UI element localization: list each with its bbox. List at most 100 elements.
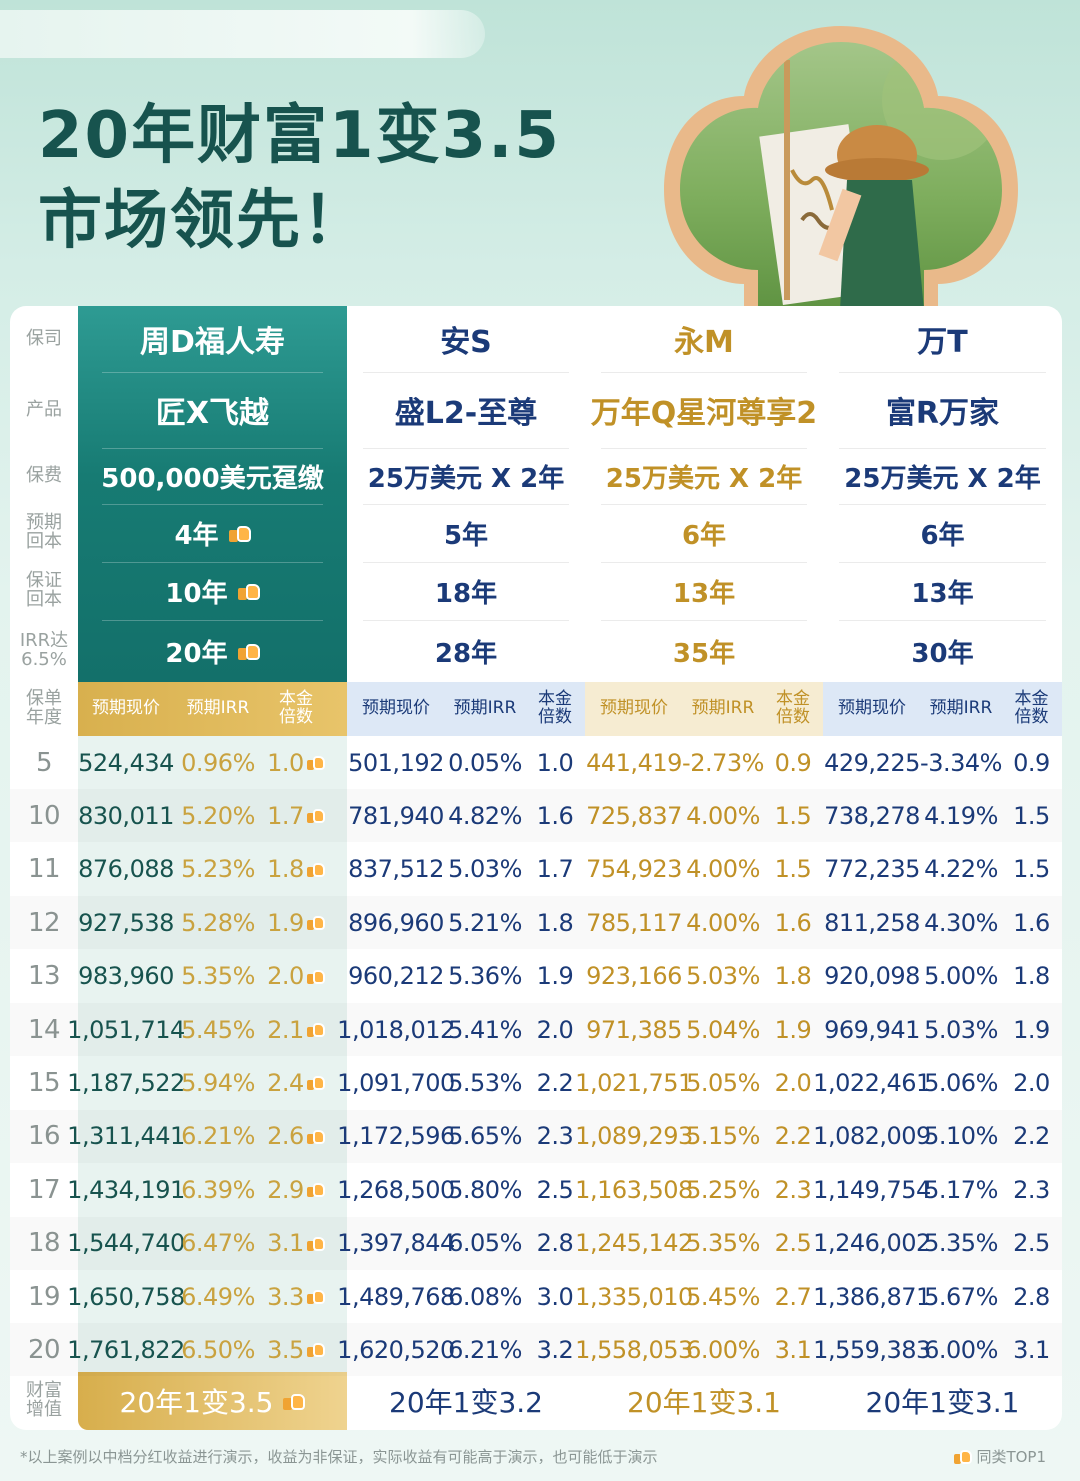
thumbs-up-icon bbox=[306, 1182, 325, 1198]
table-cell-value: 1,397,844 bbox=[337, 1217, 455, 1270]
table-cell-multiple: 0.9 bbox=[763, 736, 823, 789]
cell-text: 5.23% bbox=[181, 855, 255, 884]
cell-text: 3.1 bbox=[1013, 1335, 1050, 1364]
cell-text: 5.21% bbox=[448, 908, 522, 937]
cell-text: 1,544,740 bbox=[67, 1229, 185, 1258]
cell-text: 1.8 bbox=[774, 962, 812, 991]
row-label-irr_65: IRR达 6.5% bbox=[19, 630, 69, 670]
top1-badge-label: 同类TOP1 bbox=[976, 1448, 1046, 1466]
table-cell-value: 738,278 bbox=[823, 789, 921, 842]
cell-text: 1,335,010 bbox=[575, 1282, 693, 1311]
table-cell-multiple: 1.9 bbox=[763, 1003, 823, 1056]
cell-text: 5.35% bbox=[686, 1229, 760, 1258]
product-product: 盛L2-至尊 bbox=[347, 372, 585, 448]
cell-text: 927,538 bbox=[78, 908, 174, 937]
cell-text: 1,051,714 bbox=[67, 1015, 185, 1044]
divider bbox=[363, 620, 569, 621]
table-cell-value: 837,512 bbox=[347, 843, 445, 896]
table-cell-irr: -2.73% bbox=[682, 736, 764, 789]
table-cell-multiple: 1.8 bbox=[763, 950, 823, 1003]
table-cell-multiple: 1.6 bbox=[1001, 896, 1062, 949]
divider bbox=[839, 372, 1046, 373]
table-cell-multiple: 2.2 bbox=[763, 1110, 823, 1163]
table-cell-value: 772,235 bbox=[823, 843, 921, 896]
cell-text: 6.49% bbox=[181, 1282, 255, 1311]
table-cell-multiple: 2.6 bbox=[262, 1110, 330, 1163]
subheader-value: 预期现价 bbox=[838, 698, 906, 719]
cell-text: 0.9 bbox=[1013, 748, 1050, 777]
cell-text: 5.25% bbox=[686, 1175, 760, 1204]
table-cell-irr: 4.00% bbox=[683, 843, 763, 896]
cell-text: 5.15% bbox=[686, 1122, 760, 1151]
cell-text: 971,385 bbox=[586, 1015, 682, 1044]
cell-text: 725,837 bbox=[586, 801, 682, 830]
wealth-value: 20年1变3.1 bbox=[585, 1372, 823, 1430]
table-cell-irr: 5.03% bbox=[683, 950, 763, 1003]
cell-text: 3.0 bbox=[536, 1282, 574, 1311]
table-cell-irr: 5.94% bbox=[174, 1056, 262, 1109]
cell-text: 2.2 bbox=[774, 1122, 812, 1151]
cell-text: 2.4 bbox=[267, 1068, 304, 1097]
table-cell-value: 983,960 bbox=[78, 950, 174, 1003]
policy-year: 20 bbox=[27, 1334, 61, 1365]
wealth-text: 20年1变3.1 bbox=[865, 1386, 1020, 1419]
table-cell-value: 1,082,009 bbox=[813, 1110, 931, 1163]
cell-text: 6.05% bbox=[448, 1229, 522, 1258]
cell-text: 1,397,844 bbox=[337, 1229, 455, 1258]
cell-text: 0.96% bbox=[181, 748, 255, 777]
table-cell-multiple: 1.7 bbox=[525, 843, 585, 896]
cell-text: 5.65% bbox=[448, 1122, 522, 1151]
table-cell-multiple: 2.0 bbox=[262, 950, 330, 1003]
table-cell-multiple: 1.9 bbox=[262, 896, 330, 949]
table-cell-multiple: 2.9 bbox=[262, 1163, 330, 1216]
cell-text: 6.21% bbox=[181, 1122, 255, 1151]
cell-text: 1.9 bbox=[774, 1015, 812, 1044]
featured-product-header-bg bbox=[78, 306, 347, 682]
table-cell-irr: 5.00% bbox=[921, 950, 1001, 1003]
product-premium: 500,000美元趸缴 bbox=[78, 448, 347, 504]
divider bbox=[601, 562, 807, 563]
cell-text: 6.08% bbox=[448, 1282, 522, 1311]
table-cell-value: 725,837 bbox=[585, 789, 683, 842]
cell-text: 1.5 bbox=[774, 855, 812, 884]
table-cell-value: 1,620,520 bbox=[337, 1323, 455, 1376]
table-cell-value: 524,434 bbox=[78, 736, 174, 789]
product-guaranteed_payback-text: 13年 bbox=[911, 578, 974, 609]
divider bbox=[102, 372, 323, 373]
cell-text: 5.05% bbox=[686, 1068, 760, 1097]
cell-text: 4.19% bbox=[924, 801, 998, 830]
cell-text: 5.03% bbox=[924, 1015, 998, 1044]
thumbs-up-icon bbox=[306, 1022, 325, 1037]
cell-text: 2.7 bbox=[774, 1282, 812, 1311]
product-company-text: 安S bbox=[440, 325, 492, 360]
cell-text: 1.8 bbox=[267, 855, 304, 884]
cell-text: 1.0 bbox=[267, 748, 304, 777]
thumbs-up-icon bbox=[306, 808, 325, 824]
table-cell-multiple: 1.0 bbox=[525, 736, 585, 789]
cell-text: 5.41% bbox=[448, 1015, 522, 1044]
table-cell-value: 1,558,053 bbox=[575, 1323, 693, 1376]
divider bbox=[839, 620, 1046, 621]
policy-year: 11 bbox=[27, 854, 61, 885]
product-expected_payback: 6年 bbox=[823, 504, 1062, 562]
table-cell-multiple: 2.0 bbox=[525, 1003, 585, 1056]
product-irr_65: 30年 bbox=[823, 620, 1062, 682]
divider bbox=[601, 448, 807, 449]
thumbs-up-icon bbox=[306, 862, 325, 877]
cell-text: 5.35% bbox=[181, 962, 255, 991]
table-cell-multiple: 2.0 bbox=[1001, 1056, 1062, 1109]
table-cell-value: 1,163,508 bbox=[575, 1163, 693, 1216]
cell-text: 2.6 bbox=[267, 1122, 304, 1151]
cell-text: 6.00% bbox=[686, 1335, 760, 1364]
cell-text: 2.0 bbox=[267, 962, 304, 991]
cell-text: 1,559,383 bbox=[813, 1335, 931, 1364]
table-cell-multiple: 2.8 bbox=[1001, 1270, 1062, 1323]
cell-text: 785,117 bbox=[586, 908, 682, 937]
product-expected_payback: 6年 bbox=[585, 504, 823, 562]
cell-text: 3.1 bbox=[774, 1335, 812, 1364]
table-cell-multiple: 1.8 bbox=[262, 843, 330, 896]
table-cell-irr: 6.00% bbox=[921, 1323, 1001, 1376]
thumbs-up-icon bbox=[306, 915, 325, 931]
cell-text: 4.82% bbox=[448, 801, 522, 830]
cell-text: 5.94% bbox=[181, 1068, 255, 1097]
